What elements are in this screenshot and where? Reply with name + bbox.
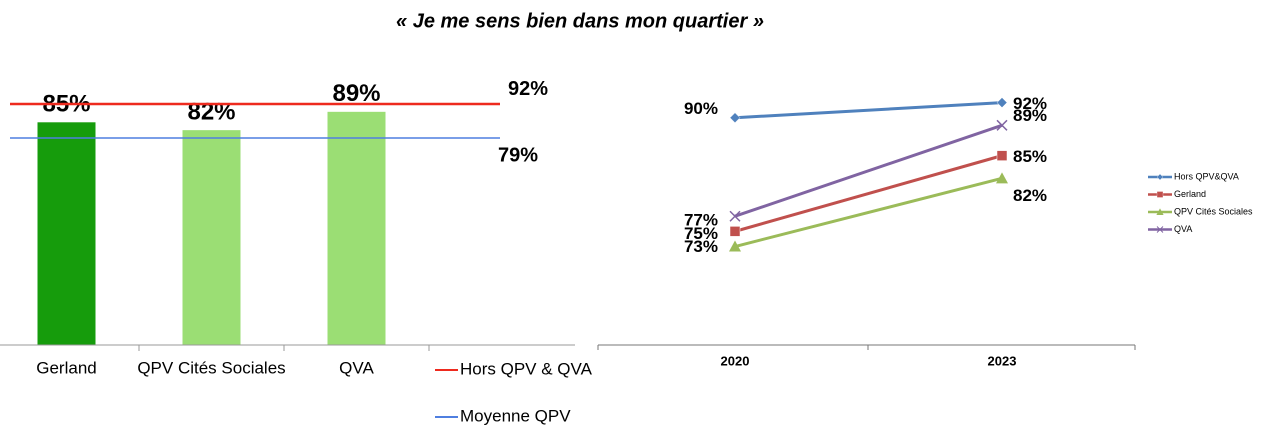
marker xyxy=(996,172,1008,184)
marker xyxy=(996,150,1008,161)
marker xyxy=(729,226,741,237)
x-tick-label: 2023 xyxy=(988,353,1017,368)
value-label: 82% xyxy=(1013,186,1047,205)
value-label: 77% xyxy=(684,211,718,230)
bar xyxy=(37,122,96,345)
value-label: 82% xyxy=(187,99,235,126)
legend-label: QVA xyxy=(1174,224,1192,234)
reference-label: 92% xyxy=(508,78,548,100)
value-label: 89% xyxy=(332,80,380,107)
marker xyxy=(996,119,1008,131)
category-label: QVA xyxy=(339,358,374,377)
series-line xyxy=(734,101,1003,120)
category-label: QPV Cités Sociales xyxy=(137,358,285,377)
x-tick-label: 2020 xyxy=(721,353,750,368)
marker xyxy=(996,97,1008,108)
legend-marker xyxy=(1156,208,1164,215)
value-label: 85% xyxy=(1013,147,1047,166)
title: « Je me sens bien dans mon quartier » xyxy=(396,10,764,32)
value-label: 73% xyxy=(684,237,718,256)
marker xyxy=(729,112,741,124)
series-line xyxy=(734,154,1003,233)
value-label: 92% xyxy=(1013,94,1047,113)
legend-label: Hors QPV & QVA xyxy=(460,359,593,378)
legend-label: Hors QPV&QVA xyxy=(1174,171,1239,181)
legend-label: Moyenne QPV xyxy=(460,406,571,425)
value-label: 90% xyxy=(684,99,718,118)
value-label: 89% xyxy=(1013,106,1047,125)
legend-marker xyxy=(1156,226,1164,233)
marker xyxy=(729,240,741,252)
legend-marker xyxy=(1156,173,1164,181)
marker xyxy=(729,210,741,222)
bar xyxy=(327,111,386,345)
legend-label: Gerland xyxy=(1174,189,1206,199)
category-label: Gerland xyxy=(36,358,96,377)
reference-label: 79% xyxy=(498,144,538,166)
bar xyxy=(182,130,241,345)
value-label: 75% xyxy=(684,224,718,243)
legend-label: QPV Cités Sociales xyxy=(1174,206,1253,216)
series-line xyxy=(734,123,1003,218)
series-line xyxy=(734,176,1003,248)
legend-marker xyxy=(1156,191,1164,198)
